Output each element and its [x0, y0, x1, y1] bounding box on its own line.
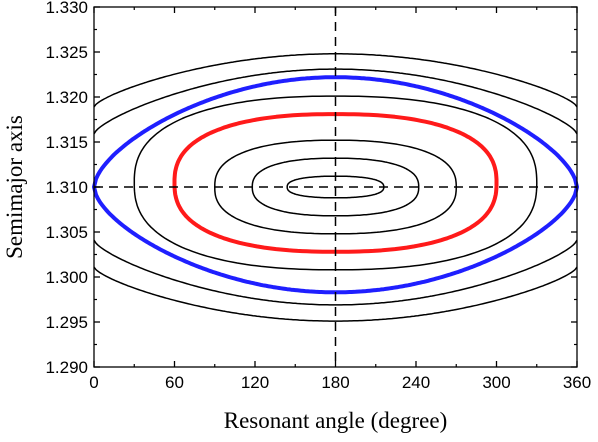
y-tick-label: 1.290	[45, 358, 88, 377]
y-tick-label: 1.330	[45, 0, 88, 17]
x-tick-label: 240	[402, 373, 430, 392]
series-curve-4-red	[172, 112, 499, 254]
y-tick-label: 1.315	[45, 133, 88, 152]
y-tick-label: 1.305	[45, 223, 88, 242]
y-tick-label: 1.325	[45, 43, 88, 62]
y-tick-label: 1.295	[45, 313, 88, 332]
series-curve-5-black	[133, 95, 538, 271]
series-curve-9-black	[93, 239, 578, 306]
x-tick-label: 360	[563, 373, 591, 392]
y-axis-title: Semimajor axis	[2, 115, 27, 259]
x-tick-label: 120	[241, 373, 269, 392]
y-tick-label: 1.310	[45, 178, 88, 197]
x-axis-title: Resonant angle (degree)	[224, 408, 448, 433]
x-tick-label: 180	[321, 373, 349, 392]
x-tick-label: 300	[482, 373, 510, 392]
y-tick-label: 1.300	[45, 268, 88, 287]
series-curve-10-black	[93, 266, 578, 322]
series-curve-6-blue	[92, 75, 579, 295]
ticks-layer: 0 60 120 180 240 300 360 1.290 1.295 1.300 1.305 1.…	[45, 0, 591, 392]
x-tick-label: 0	[89, 373, 98, 392]
x-tick-label: 60	[165, 373, 184, 392]
y-tick-label: 1.320	[45, 88, 88, 107]
series-curve-1-black	[286, 175, 385, 199]
